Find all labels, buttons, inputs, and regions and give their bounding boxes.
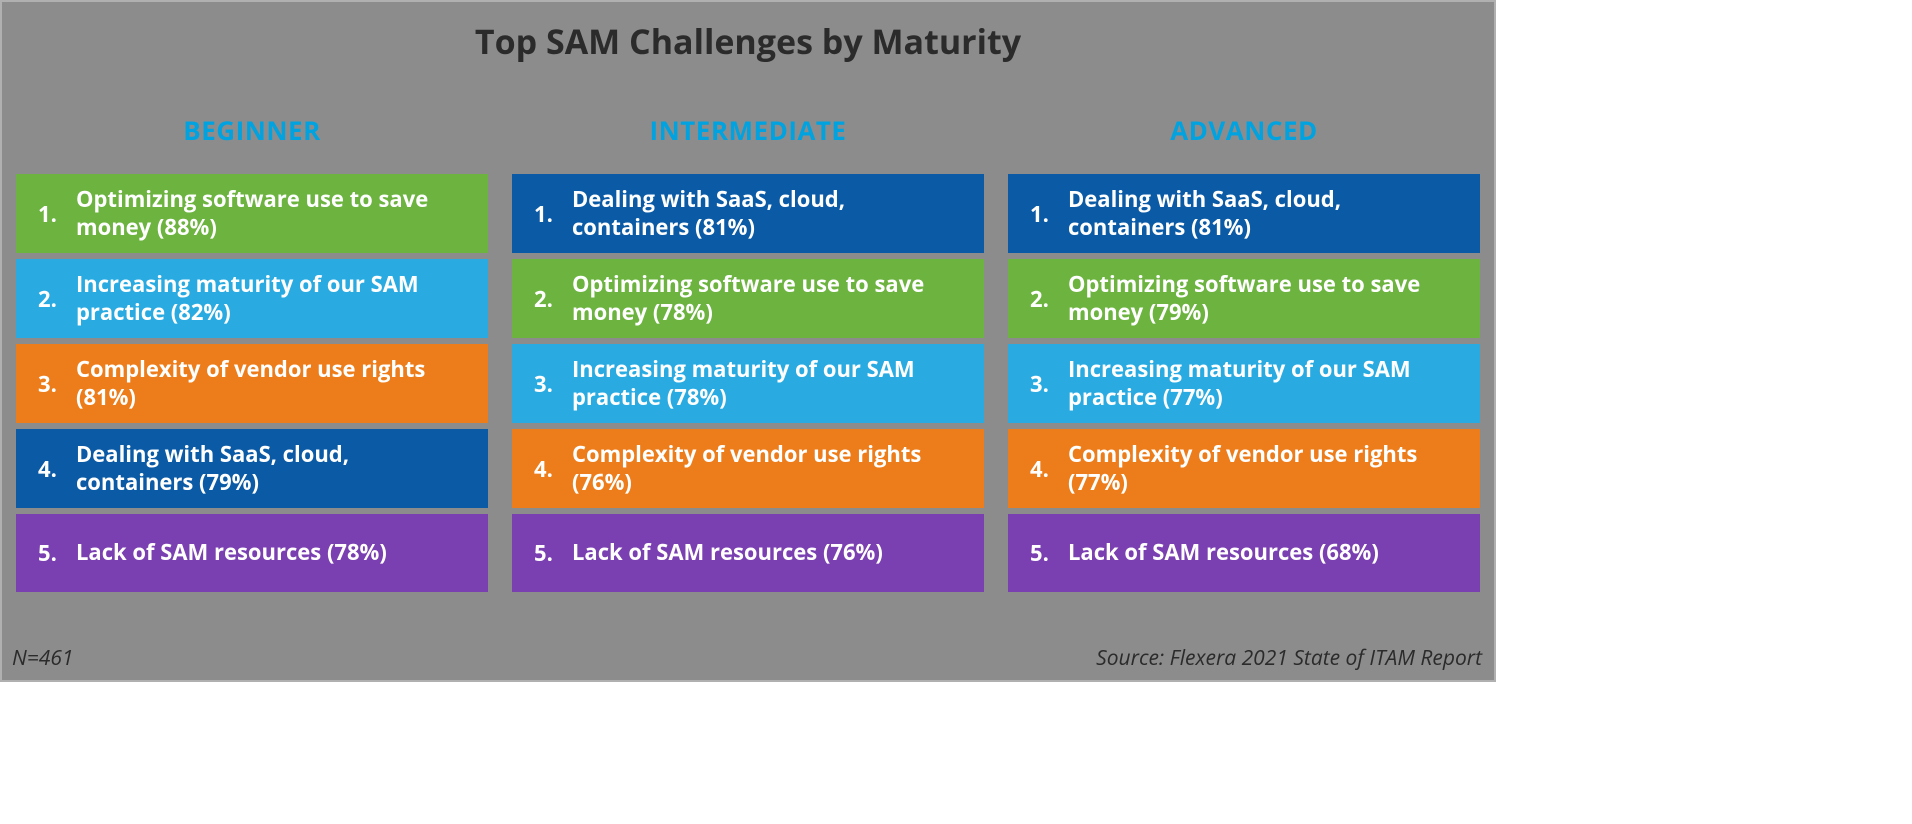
list-item: 5. Lack of SAM resources (76%) (512, 514, 984, 592)
rank: 2. (534, 284, 572, 314)
item-text: Optimizing software use to save money (8… (76, 186, 470, 241)
footer: N=461 Source: Flexera 2021 State of ITAM… (12, 644, 1482, 672)
item-text: Increasing maturity of our SAM practice … (1068, 356, 1462, 411)
item-text: Dealing with SaaS, cloud, containers (81… (1068, 186, 1462, 241)
rank: 3. (534, 369, 572, 399)
sample-size: N=461 (12, 644, 73, 672)
columns-container: BEGINNER 1. Optimizing software use to s… (14, 112, 1482, 598)
item-text: Increasing maturity of our SAM practice … (572, 356, 966, 411)
list-item: 3. Complexity of vendor use rights (81%) (16, 344, 488, 423)
rank: 2. (38, 284, 76, 314)
item-text: Complexity of vendor use rights (77%) (1068, 441, 1462, 496)
rank: 1. (1030, 199, 1068, 229)
list-item: 4. Dealing with SaaS, cloud, containers … (16, 429, 488, 508)
column-advanced: ADVANCED 1. Dealing with SaaS, cloud, co… (1008, 112, 1480, 598)
rank: 4. (38, 454, 76, 484)
item-text: Increasing maturity of our SAM practice … (76, 271, 470, 326)
rank: 4. (1030, 454, 1068, 484)
rank: 5. (38, 538, 76, 568)
list-item: 4. Complexity of vendor use rights (76%) (512, 429, 984, 508)
list-item: 5. Lack of SAM resources (78%) (16, 514, 488, 592)
rank: 2. (1030, 284, 1068, 314)
column-intermediate: INTERMEDIATE 1. Dealing with SaaS, cloud… (512, 112, 984, 598)
column-header: INTERMEDIATE (512, 112, 984, 148)
rank: 3. (1030, 369, 1068, 399)
list-item: 3. Increasing maturity of our SAM practi… (1008, 344, 1480, 423)
column-beginner: BEGINNER 1. Optimizing software use to s… (16, 112, 488, 598)
column-header: BEGINNER (16, 112, 488, 148)
source-citation: Source: Flexera 2021 State of ITAM Repor… (1096, 644, 1482, 672)
rank: 1. (534, 199, 572, 229)
item-text: Lack of SAM resources (68%) (1068, 539, 1379, 567)
list-item: 1. Dealing with SaaS, cloud, containers … (512, 174, 984, 253)
item-text: Lack of SAM resources (78%) (76, 539, 387, 567)
rank: 4. (534, 454, 572, 484)
list-item: 2. Optimizing software use to save money… (1008, 259, 1480, 338)
page-title: Top SAM Challenges by Maturity (14, 18, 1482, 64)
item-text: Complexity of vendor use rights (76%) (572, 441, 966, 496)
item-text: Complexity of vendor use rights (81%) (76, 356, 470, 411)
list-item: 2. Increasing maturity of our SAM practi… (16, 259, 488, 338)
list-item: 3. Increasing maturity of our SAM practi… (512, 344, 984, 423)
rank: 5. (534, 538, 572, 568)
list-item: 1. Dealing with SaaS, cloud, containers … (1008, 174, 1480, 253)
item-text: Dealing with SaaS, cloud, containers (81… (572, 186, 966, 241)
rank: 5. (1030, 538, 1068, 568)
item-text: Dealing with SaaS, cloud, containers (79… (76, 441, 470, 496)
list-item: 1. Optimizing software use to save money… (16, 174, 488, 253)
list-item: 5. Lack of SAM resources (68%) (1008, 514, 1480, 592)
infographic-frame: Top SAM Challenges by Maturity BEGINNER … (0, 0, 1496, 682)
item-text: Lack of SAM resources (76%) (572, 539, 883, 567)
item-text: Optimizing software use to save money (7… (1068, 271, 1462, 326)
rank: 3. (38, 369, 76, 399)
item-text: Optimizing software use to save money (7… (572, 271, 966, 326)
list-item: 2. Optimizing software use to save money… (512, 259, 984, 338)
rank: 1. (38, 199, 76, 229)
list-item: 4. Complexity of vendor use rights (77%) (1008, 429, 1480, 508)
column-header: ADVANCED (1008, 112, 1480, 148)
